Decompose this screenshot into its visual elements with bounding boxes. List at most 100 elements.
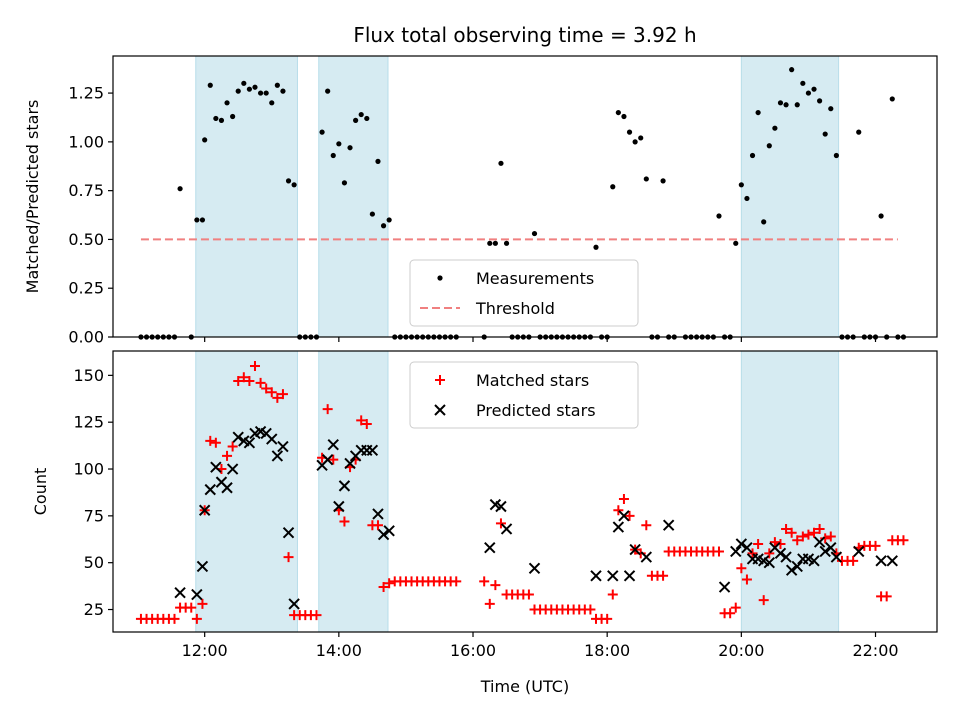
shaded-interval xyxy=(318,55,389,338)
matched-star-marker xyxy=(635,548,646,559)
y-tick-label: 100 xyxy=(73,460,104,479)
measurement-point xyxy=(811,86,817,92)
predicted-star-marker xyxy=(590,570,602,582)
matched-star-marker xyxy=(356,415,367,426)
measurement-point xyxy=(783,102,789,108)
legend-label: Measurements xyxy=(476,269,594,288)
measurement-point xyxy=(744,195,750,202)
measurement-point xyxy=(626,129,633,135)
predicted-star-marker xyxy=(612,521,625,533)
matched-star-marker xyxy=(786,527,797,538)
measurement-point xyxy=(755,109,761,116)
y-tick-label: 0.00 xyxy=(68,328,104,347)
matched-star-marker xyxy=(736,563,747,574)
matched-star-marker xyxy=(244,375,255,386)
predicted-star-marker xyxy=(277,440,289,453)
legend-label: Matched stars xyxy=(476,371,589,390)
matched-star-marker xyxy=(758,595,769,606)
measurement-point xyxy=(246,86,253,92)
matched-star-marker xyxy=(753,538,764,549)
predicted-star-marker xyxy=(629,543,641,556)
matched-star-marker xyxy=(479,576,490,587)
measurement-point xyxy=(828,106,834,112)
figure-title: Flux total observing time = 3.92 h xyxy=(353,23,696,47)
matched-star-marker xyxy=(261,383,272,394)
matched-star-marker xyxy=(641,520,652,531)
measurement-point xyxy=(794,102,800,108)
matched-star-marker xyxy=(233,375,244,386)
predicted-star-marker xyxy=(791,560,803,573)
predicted-star-marker xyxy=(282,527,295,539)
matched-star-marker xyxy=(781,523,792,534)
measurement-point xyxy=(280,88,286,94)
measurement-point xyxy=(777,100,784,106)
predicted-star-marker xyxy=(730,545,742,558)
x-tick-label: 16:00 xyxy=(450,641,496,660)
bottom-panel: 12:00 14:00 16:00 18:00 20:00 22:00 25 50 75 100 1… xyxy=(31,350,938,660)
y-tick-label: 25 xyxy=(84,600,104,619)
measurement-point xyxy=(199,217,206,223)
matched-star-marker xyxy=(713,546,724,557)
axes-frame xyxy=(112,350,938,633)
predicted-star-marker xyxy=(372,508,384,520)
matched-star-marker xyxy=(186,602,197,613)
matched-star-marker xyxy=(372,520,383,531)
matched-star-marker xyxy=(624,510,635,521)
matched-star-marker xyxy=(803,529,814,540)
shaded-interval xyxy=(740,350,840,633)
matched-star-marker xyxy=(747,548,758,559)
matched-star-marker xyxy=(898,535,909,546)
matched-star-marker xyxy=(339,516,350,527)
predicted-star-marker xyxy=(366,444,379,456)
matched-star-marker xyxy=(238,372,249,383)
predicted-star-marker xyxy=(819,545,831,558)
predicted-star-marker xyxy=(500,523,513,535)
matched-star-marker xyxy=(384,578,395,589)
measurement-point xyxy=(364,115,370,122)
predicted-star-marker xyxy=(288,598,300,610)
matched-star-marker xyxy=(249,360,260,371)
matched-star-marker xyxy=(272,392,283,403)
x-tick-label: 22:00 xyxy=(852,641,898,660)
measurement-point xyxy=(386,217,392,223)
predicted-star-marker xyxy=(266,433,278,445)
measurement-point xyxy=(224,100,230,106)
measurement-point xyxy=(833,152,839,159)
measurement-point xyxy=(733,240,739,246)
shaded-interval xyxy=(318,350,389,633)
y-tick-label: 125 xyxy=(73,413,104,432)
matched-star-marker xyxy=(848,555,859,566)
measurement-point xyxy=(375,158,381,164)
predicted-star-marker xyxy=(243,437,256,449)
predicted-star-marker xyxy=(196,560,209,573)
predicted-star-marker xyxy=(741,541,753,554)
measurement-point xyxy=(492,240,498,246)
predicted-star-marker xyxy=(780,551,792,563)
measurement-point xyxy=(632,139,638,145)
matched-star-marker xyxy=(277,389,288,400)
measurement-point xyxy=(772,125,778,131)
predicted-star-marker xyxy=(210,461,222,473)
predicted-star-marker xyxy=(377,528,390,541)
measurement-point xyxy=(738,182,744,188)
y-tick-label: 0.25 xyxy=(68,279,104,298)
matched-star-marker xyxy=(169,613,180,624)
matched-star-marker xyxy=(870,540,881,551)
matched-star-marker xyxy=(266,387,277,398)
measurement-point xyxy=(269,100,275,106)
matched-star-marker xyxy=(378,582,389,593)
measurement-point xyxy=(230,113,236,120)
predicted-star-marker xyxy=(763,556,776,569)
y-tick-label: 1.00 xyxy=(68,132,104,151)
x-tick-label: 18:00 xyxy=(584,641,630,660)
legend-marker-predicted xyxy=(434,404,446,416)
matched-star-marker xyxy=(495,518,506,529)
measurement-point xyxy=(177,186,183,192)
predicted-star-marker xyxy=(204,483,216,496)
measurement-point xyxy=(274,82,280,88)
predicted-star-marker xyxy=(174,586,186,599)
predicted-star-marker xyxy=(221,482,233,494)
matched-star-marker xyxy=(210,437,221,448)
legend-marker-matched xyxy=(435,375,445,385)
measurement-point xyxy=(531,230,538,237)
